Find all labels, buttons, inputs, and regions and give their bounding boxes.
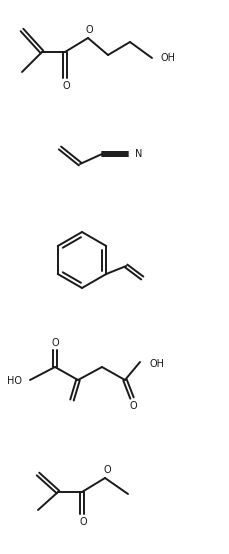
Text: OH: OH bbox=[149, 359, 164, 369]
Text: HO: HO bbox=[7, 376, 22, 386]
Text: O: O bbox=[85, 25, 93, 35]
Text: OH: OH bbox=[160, 53, 175, 63]
Text: O: O bbox=[129, 401, 136, 411]
Text: O: O bbox=[103, 465, 110, 475]
Text: O: O bbox=[79, 517, 86, 527]
Text: N: N bbox=[134, 149, 142, 159]
Text: O: O bbox=[62, 81, 70, 91]
Text: O: O bbox=[51, 338, 59, 348]
